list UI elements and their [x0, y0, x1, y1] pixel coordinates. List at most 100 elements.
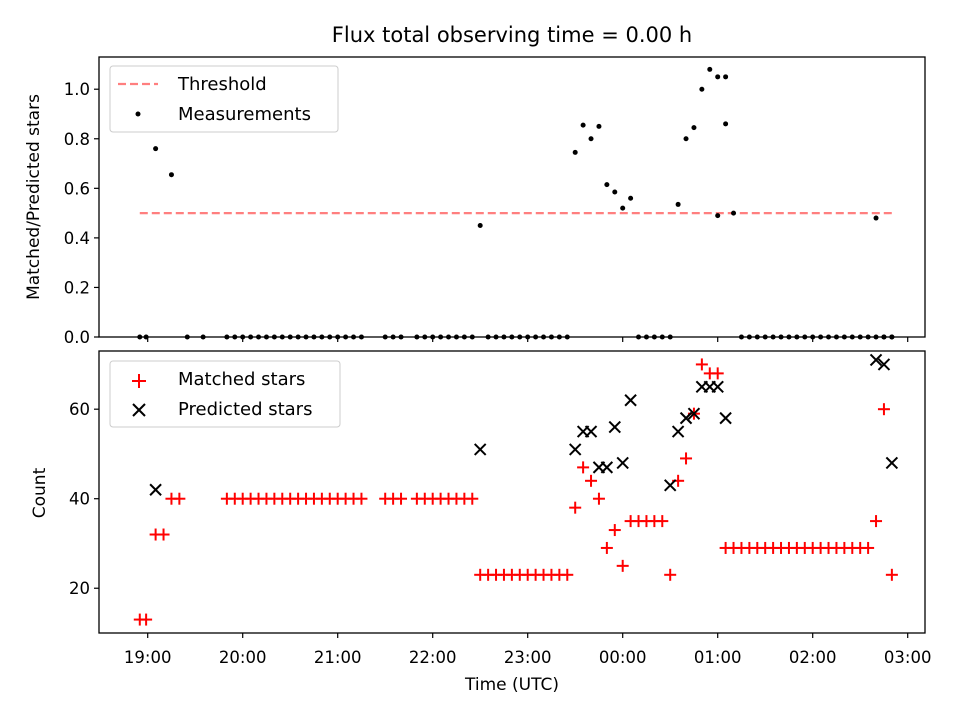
legend-predicted-label: Predicted stars [178, 399, 312, 420]
top-legend: Threshold Measurements [109, 65, 339, 133]
top-y-tick-label: 0.8 [64, 130, 90, 149]
predicted-star-point [608, 420, 621, 434]
bottom-plot-frame [98, 350, 926, 634]
matched-star-point [577, 461, 590, 474]
predicted-star-point [568, 443, 582, 456]
top-plot-frame [98, 56, 926, 338]
matched-star-point [585, 474, 598, 487]
measurement-point [153, 146, 159, 152]
legend-matched-label: Matched stars [178, 369, 305, 390]
measurement-point [168, 172, 174, 178]
bottom-y-axis-label: Count [30, 467, 50, 518]
bottom-legend: Matched stars Predicted stars [109, 360, 341, 428]
x-tick-label: 01:00 [694, 648, 742, 667]
measurement-point [731, 210, 737, 216]
bottom-panel: 20 40 60 19:00 20:00 21:00 22:00 23:00 00:00 01:… [30, 350, 932, 695]
matched-star-point [877, 403, 890, 416]
measurement-point [596, 123, 602, 129]
chart-title: Flux total observing time = 0.00 h [332, 23, 692, 47]
bottom-y-tick-label: 60 [69, 400, 90, 419]
x-tick-label: 20:00 [219, 648, 267, 667]
measurement-point [873, 215, 879, 221]
measurement-point [612, 189, 618, 195]
matched-star-point [616, 559, 629, 572]
measurement-point [588, 136, 594, 142]
x-tick-label: 22:00 [409, 648, 457, 667]
top-legend-box [109, 65, 339, 133]
matched-star-point [561, 568, 574, 581]
matched-star-point [600, 541, 613, 554]
top-y-tick-label: 1.0 [64, 80, 90, 99]
matched-star-point [862, 541, 875, 554]
bottom-y-tick-label: 20 [69, 579, 90, 598]
legend-threshold-label: Threshold [177, 74, 267, 95]
matched-star-point [157, 528, 170, 541]
predicted-star-point [473, 443, 487, 456]
measurement-point [604, 182, 610, 188]
legend-predicted-swatch [132, 403, 146, 417]
top-y-tick-label: 0.0 [64, 328, 90, 347]
legend-measurements-label: Measurements [178, 104, 311, 125]
bottom-y-tick-label: 40 [69, 490, 90, 509]
predicted-star-point [624, 394, 637, 407]
x-tick-label: 03:00 [884, 648, 932, 667]
predicted-star-point [877, 358, 891, 371]
x-axis-label: Time (UTC) [464, 675, 559, 695]
top-y-ticks: 0.0 0.2 0.4 0.6 0.8 1.0 [64, 80, 99, 347]
measurement-point [572, 149, 578, 155]
matched-star-point [664, 568, 677, 581]
predicted-star-point [663, 479, 677, 492]
measurement-point [580, 122, 586, 128]
measurement-point [707, 66, 713, 72]
x-tick-label: 00:00 [599, 648, 647, 667]
matched-star-point [608, 524, 621, 537]
measurement-point [699, 86, 705, 92]
measurement-point [715, 74, 721, 80]
bottom-x-ticks: 19:00 20:00 21:00 22:00 23:00 00:00 01:00 02:00… [124, 633, 932, 667]
x-tick-label: 02:00 [789, 648, 837, 667]
predicted-star-point [584, 425, 598, 438]
measurement-point [628, 195, 634, 201]
matched-star-point [395, 492, 408, 505]
predicted-star-point [671, 425, 685, 438]
predicted-star-point [719, 411, 732, 425]
x-tick-label: 23:00 [504, 648, 552, 667]
legend-measurements-swatch [135, 111, 141, 117]
x-tick-label: 19:00 [124, 648, 172, 667]
legend-matched-swatch [132, 374, 146, 388]
top-y-tick-label: 0.2 [64, 278, 90, 297]
measurement-point [691, 125, 697, 131]
bottom-y-ticks: 20 40 60 [69, 400, 99, 598]
matched-star-point [870, 515, 883, 528]
top-y-axis-label: Matched/Predicted stars [24, 94, 44, 300]
predicted-star-point [149, 483, 162, 496]
predicted-star-point [616, 456, 629, 470]
measurement-point [723, 74, 729, 80]
matched-star-point [140, 613, 153, 626]
top-panel: 0.0 0.2 0.4 0.6 0.8 1.0 Matched/Predicted sta… [24, 56, 926, 347]
predicted-star-point [687, 407, 701, 420]
matched-star-point [711, 367, 724, 380]
matched-star-point [592, 492, 605, 505]
predicted-star-point [869, 353, 883, 367]
predicted-star-point [679, 411, 693, 425]
measurement-point [477, 222, 483, 228]
measurement-point [675, 201, 681, 207]
measurement-point [715, 213, 721, 219]
x-tick-label: 21:00 [314, 648, 362, 667]
predicted-star-point [600, 461, 614, 474]
bottom-marks [133, 353, 899, 626]
measurement-point [723, 121, 729, 127]
measurement-point [683, 136, 689, 142]
matched-star-point [885, 568, 898, 581]
matched-star-point [656, 515, 669, 528]
measurement-point [620, 205, 626, 211]
bottom-legend-box [109, 360, 341, 428]
matched-star-point [695, 358, 708, 371]
predicted-star-point [885, 456, 899, 470]
predicted-star-point [711, 380, 724, 394]
top-y-tick-label: 0.6 [64, 179, 90, 198]
matched-star-point [680, 452, 693, 465]
matched-star-point [355, 492, 368, 505]
